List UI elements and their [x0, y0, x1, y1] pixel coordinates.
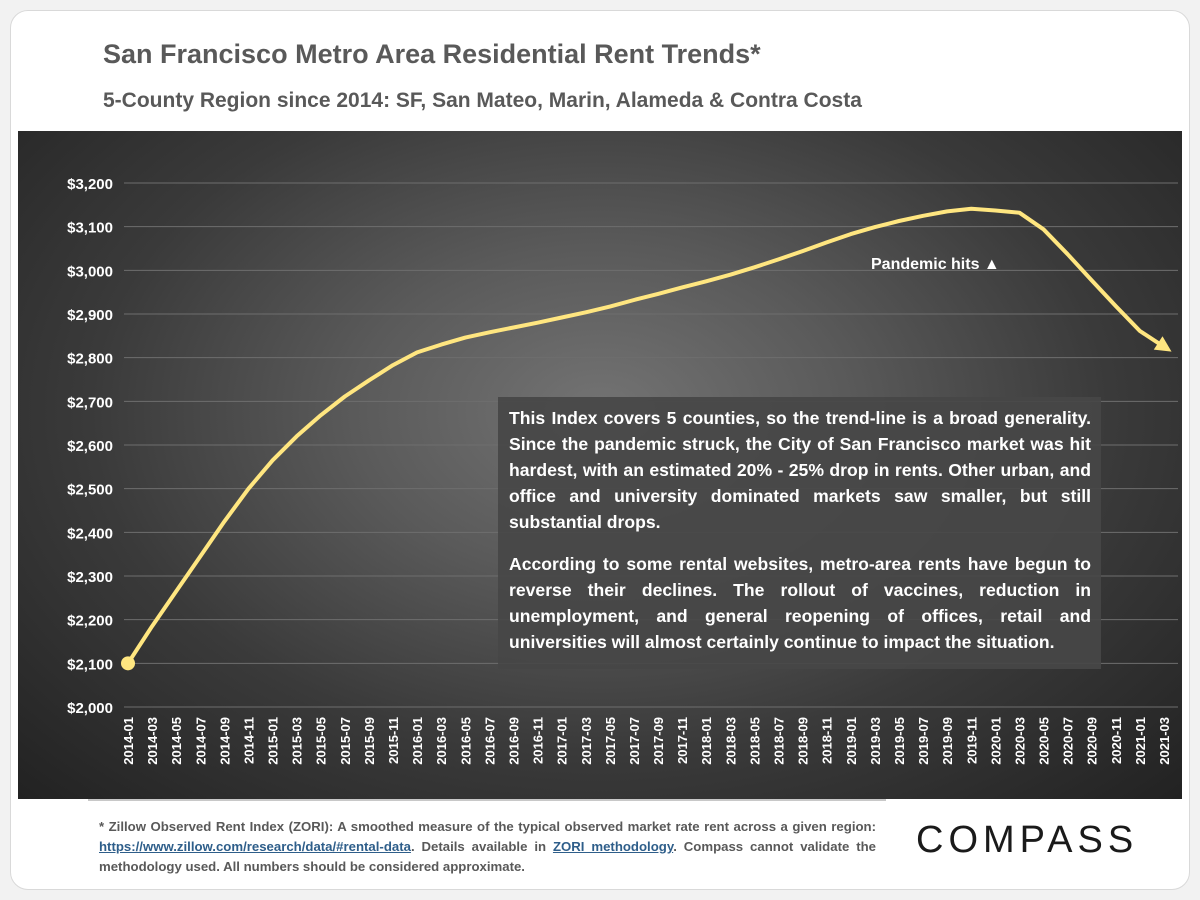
x-tick-label: 2017-07 [627, 717, 642, 765]
x-tick-label: 2020-09 [1085, 717, 1100, 765]
end-arrowhead [1153, 336, 1172, 352]
x-tick-label: 2017-11 [675, 717, 690, 764]
y-tick-label: $2,800 [67, 351, 113, 368]
x-tick-label: 2015-05 [314, 717, 329, 765]
zori-methodology-link[interactable]: ZORI methodology [552, 839, 674, 854]
y-tick-label: $2,300 [67, 569, 113, 586]
y-tick-label: $2,900 [67, 307, 113, 324]
x-tick-label: 2018-09 [796, 717, 811, 765]
y-tick-label: $3,200 [67, 176, 113, 193]
footnote-text-3: . Compass cannot validate the methodolog… [99, 839, 876, 874]
x-tick-label: 2016-07 [482, 717, 497, 765]
y-tick-label: $2,700 [67, 394, 113, 411]
footnote: * Zillow Observed Rent Index (ZORI): A s… [99, 817, 876, 877]
note-paragraph-1: This Index covers 5 counties, so the tre… [509, 408, 1091, 532]
x-tick-label: 2014-03 [145, 717, 160, 765]
pandemic-annotation: Pandemic hits ▲ [871, 256, 1000, 273]
compass-logo: COMPASS [916, 819, 1139, 861]
x-tick-label: 2018-01 [699, 717, 714, 765]
x-tick-label: 2020-05 [1037, 717, 1052, 765]
x-tick-label: 2017-09 [651, 717, 666, 765]
chart-title: San Francisco Metro Area Residential Ren… [103, 39, 761, 69]
y-tick-label: $2,600 [67, 438, 113, 455]
x-tick-label: 2016-01 [410, 717, 425, 765]
x-tick-label: 2016-11 [531, 717, 546, 764]
footnote-text-2: . Details available in [410, 839, 553, 854]
y-tick-label: $2,200 [67, 613, 113, 630]
x-tick-label: 2016-09 [506, 717, 521, 765]
x-tick-label: 2020-01 [988, 717, 1003, 765]
x-tick-label: 2019-07 [916, 717, 931, 765]
x-tick-label: 2019-11 [964, 717, 979, 764]
x-tick-label: 2018-07 [772, 717, 787, 765]
note-paragraph-2: According to some rental websites, metro… [509, 554, 1091, 652]
x-tick-label: 2019-03 [868, 717, 883, 765]
footnote-text-1: * Zillow Observed Rent Index (ZORI): A s… [99, 819, 876, 834]
x-tick-label: 2017-01 [555, 717, 570, 765]
x-tick-label: 2017-05 [603, 717, 618, 765]
x-tick-label: 2017-03 [579, 717, 594, 765]
x-tick-label: 2015-09 [362, 717, 377, 765]
x-tick-label: 2021-03 [1157, 717, 1172, 765]
x-tick-label: 2016-03 [434, 717, 449, 765]
x-tick-label: 2014-11 [241, 717, 256, 764]
footnote-divider [88, 799, 886, 801]
x-tick-label: 2014-05 [169, 717, 184, 765]
x-tick-label: 2020-07 [1061, 717, 1076, 765]
slide-frame: San Francisco Metro Area Residential Ren… [10, 10, 1190, 890]
x-tick-label: 2015-03 [290, 717, 305, 765]
x-tick-label: 2021-01 [1133, 717, 1148, 765]
x-tick-label: 2019-09 [940, 717, 955, 765]
y-tick-label: $2,500 [67, 482, 113, 499]
chart-subtitle: 5-County Region since 2014: SF, San Mate… [103, 89, 862, 112]
zillow-data-link[interactable]: https://www.zillow.com/research/data/#re… [99, 839, 411, 854]
start-point-marker [121, 656, 135, 671]
x-tick-label: 2020-03 [1012, 717, 1027, 765]
x-tick-label: 2019-01 [844, 717, 859, 765]
x-tick-label: 2018-05 [747, 717, 762, 765]
x-tick-label: 2018-11 [820, 717, 835, 764]
x-tick-label: 2015-01 [266, 717, 281, 765]
note-box: This Index covers 5 counties, so the tre… [498, 397, 1101, 669]
x-tick-label: 2014-09 [217, 717, 232, 765]
x-tick-label: 2014-07 [193, 717, 208, 765]
y-tick-label: $2,000 [67, 700, 113, 717]
y-tick-label: $2,100 [67, 656, 113, 673]
chart-panel: $2,000 $2,100 $2,200 $2,300 $2,400 $2,500 $2,6… [18, 131, 1182, 799]
series-line [126, 206, 1166, 666]
x-tick-label: 2015-11 [386, 717, 401, 764]
x-tick-label: 2016-05 [458, 717, 473, 765]
y-tick-label: $2,400 [67, 525, 113, 542]
x-tick-label: 2020-11 [1109, 717, 1124, 764]
x-tick-label: 2014-01 [121, 717, 136, 765]
y-tick-label: $3,000 [67, 263, 113, 280]
x-tick-label: 2015-07 [338, 717, 353, 765]
y-tick-label: $3,100 [67, 220, 113, 237]
x-tick-label: 2019-05 [892, 717, 907, 765]
x-tick-label: 2018-03 [723, 717, 738, 765]
